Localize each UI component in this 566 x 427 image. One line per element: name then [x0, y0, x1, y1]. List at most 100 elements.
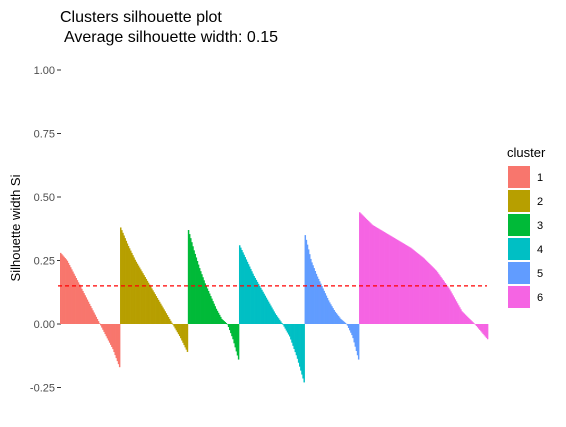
- silhouette-bar-cluster-6: [480, 324, 482, 332]
- silhouette-bar-cluster-5: [342, 320, 344, 324]
- silhouette-bar-cluster-5: [322, 288, 324, 324]
- silhouette-bar-cluster-4: [282, 324, 284, 325]
- silhouette-bar-cluster-6: [467, 317, 470, 324]
- silhouette-bar-cluster-4: [251, 271, 253, 324]
- silhouette-bar-cluster-1: [80, 286, 82, 324]
- silhouette-bar-cluster-1: [117, 324, 120, 365]
- silhouette-bar-cluster-1: [71, 269, 73, 324]
- silhouette-bar-cluster-5: [350, 324, 352, 333]
- silhouette-bar-cluster-5: [346, 324, 349, 326]
- silhouette-bar-cluster-4: [270, 305, 272, 324]
- silhouette-bar-cluster-6: [405, 245, 408, 324]
- silhouette-bar-cluster-2: [153, 292, 155, 324]
- silhouette-bar-cluster-2: [170, 320, 172, 324]
- silhouette-bar-cluster-1: [87, 301, 90, 324]
- silhouette-bar-cluster-6: [470, 320, 472, 324]
- silhouette-bar-cluster-4: [253, 275, 255, 324]
- silhouette-bar-cluster-1: [108, 324, 111, 343]
- silhouette-bar-cluster-3: [190, 238, 192, 324]
- silhouette-bar-cluster-5: [314, 270, 317, 324]
- silhouette-bar-cluster-2: [172, 324, 174, 325]
- silhouette-bar-cluster-5: [339, 317, 341, 324]
- silhouette-bar-cluster-3: [225, 322, 228, 324]
- legend-label-cluster-4: 4: [537, 244, 543, 256]
- silhouette-bar-cluster-5: [320, 283, 322, 324]
- silhouette-bar-cluster-1: [118, 324, 121, 368]
- silhouette-bar-cluster-3: [221, 318, 223, 324]
- silhouette-bar-cluster-1: [92, 310, 94, 324]
- silhouette-bar-cluster-4: [241, 249, 243, 324]
- silhouette-bar-cluster-1: [107, 324, 110, 341]
- silhouette-bar-cluster-4: [262, 291, 264, 324]
- legend-label-cluster-2: 2: [537, 196, 543, 208]
- silhouette-bar-cluster-3: [200, 271, 202, 324]
- silhouette-bar-cluster-2: [183, 324, 185, 346]
- silhouette-bar-cluster-5: [341, 319, 343, 324]
- silhouette-bar-cluster-6: [441, 278, 443, 324]
- silhouette-bar-cluster-4: [269, 303, 271, 324]
- silhouette-bar-cluster-4: [254, 277, 257, 324]
- y-axis-label: Silhouette width Si: [8, 174, 23, 281]
- silhouette-bar-cluster-1: [88, 303, 91, 324]
- silhouette-bar-cluster-6: [479, 324, 481, 330]
- silhouette-bar-cluster-6: [482, 324, 484, 334]
- silhouette-bar-cluster-2: [168, 318, 171, 324]
- silhouette-bar-cluster-5: [357, 324, 360, 360]
- legend-title: cluster: [507, 145, 546, 160]
- silhouette-bar-cluster-2: [124, 238, 126, 324]
- silhouette-bar-cluster-3: [237, 324, 240, 360]
- silhouette-bar-cluster-1: [93, 312, 95, 324]
- silhouette-bar-cluster-3: [211, 298, 213, 324]
- silhouette-bar-cluster-6: [376, 227, 379, 324]
- silhouette-bar-cluster-6: [466, 316, 469, 324]
- silhouette-bar-cluster-1: [90, 306, 92, 324]
- silhouette-bar-cluster-6: [403, 243, 405, 324]
- silhouette-bar-cluster-6: [483, 324, 486, 336]
- silhouette-bar-cluster-1: [65, 259, 68, 324]
- silhouette-bar-cluster-1: [76, 280, 79, 324]
- silhouette-bar-cluster-6: [476, 324, 479, 328]
- silhouette-bar-cluster-6: [434, 269, 437, 324]
- silhouette-bar-cluster-6: [371, 224, 373, 324]
- silhouette-bar-cluster-6: [484, 324, 487, 337]
- silhouette-bar-cluster-6: [395, 239, 398, 324]
- silhouette-bar-cluster-2: [123, 235, 125, 324]
- silhouette-bar-cluster-5: [334, 311, 337, 324]
- silhouette-bar-cluster-4: [247, 264, 250, 324]
- silhouette-bar-cluster-2: [162, 307, 164, 324]
- silhouette-bar-cluster-5: [356, 324, 359, 356]
- silhouette-bar-cluster-6: [435, 270, 438, 324]
- silhouette-bar-cluster-3: [227, 324, 230, 328]
- silhouette-bar-cluster-6: [380, 229, 382, 324]
- silhouette-bar-cluster-4: [257, 283, 260, 324]
- silhouette-bar-cluster-1: [96, 318, 99, 324]
- silhouette-bar-cluster-2: [164, 311, 166, 324]
- silhouette-bar-cluster-6: [367, 221, 370, 324]
- silhouette-bar-cluster-1: [68, 265, 71, 324]
- silhouette-bar-cluster-3: [214, 306, 216, 324]
- silhouette-bar-cluster-6: [422, 257, 424, 324]
- silhouette-bar-cluster-6: [425, 260, 428, 324]
- silhouette-bar-cluster-6: [406, 245, 409, 324]
- silhouette-bar-cluster-4: [258, 285, 261, 324]
- silhouette-bar-cluster-6: [432, 267, 434, 324]
- silhouette-bar-cluster-6: [420, 255, 422, 324]
- y-tick-label: -0.25: [30, 383, 55, 395]
- silhouette-bar-cluster-3: [236, 324, 239, 356]
- silhouette-bar-cluster-6: [460, 309, 462, 324]
- silhouette-bar-cluster-2: [156, 297, 159, 324]
- silhouette-bar-cluster-6: [359, 212, 361, 324]
- silhouette-bar-cluster-3: [213, 303, 215, 324]
- legend-swatch-cluster-2: [508, 190, 530, 212]
- silhouette-bar-cluster-6: [436, 272, 439, 324]
- silhouette-bar-cluster-5: [319, 281, 321, 324]
- silhouette-bar-cluster-1: [64, 258, 66, 324]
- legend-swatch-cluster-1: [508, 166, 530, 188]
- silhouette-bar-cluster-4: [284, 324, 287, 329]
- silhouette-bar-cluster-5: [344, 322, 347, 324]
- silhouette-bar-cluster-6: [404, 244, 407, 324]
- silhouette-bar-cluster-6: [429, 264, 431, 324]
- silhouette-bar-cluster-2: [180, 324, 182, 339]
- silhouette-bar-cluster-2: [146, 280, 149, 324]
- silhouette-bar-cluster-5: [323, 290, 325, 324]
